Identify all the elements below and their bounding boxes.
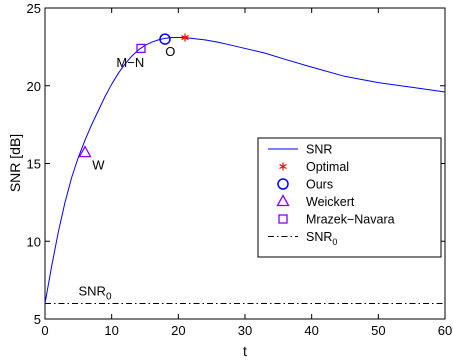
annotations: W M−N O SNR0 <box>78 44 175 302</box>
y-tick-label: 20 <box>27 79 41 94</box>
point-triangle-marker <box>78 145 92 158</box>
x-tick-label: 0 <box>41 323 48 338</box>
legend-square-icon <box>278 214 288 224</box>
point-asterisk-marker <box>181 33 189 42</box>
x-axis-label: t <box>243 343 247 359</box>
x-tick-label: 10 <box>104 323 118 338</box>
point-square-marker <box>136 43 146 54</box>
x-tick-label: 50 <box>371 323 385 338</box>
legend-label: Weickert <box>306 195 355 209</box>
annotation-label: SNR0 <box>78 284 111 303</box>
series-markers <box>78 33 189 158</box>
annotation-label: M−N <box>116 55 144 70</box>
legend-triangle-icon <box>276 194 290 207</box>
x-tick-label: 20 <box>171 323 185 338</box>
y-tick-label: 10 <box>27 234 41 249</box>
x-tick-label: 60 <box>438 323 452 338</box>
y-axis-label: SNR [dB] <box>7 134 23 192</box>
legend-label: Ours <box>306 178 333 192</box>
y-tick-label: 5 <box>34 312 41 327</box>
annotation-label: O <box>165 44 175 59</box>
y-axis-ticks: 5 10 15 20 25 <box>27 1 445 327</box>
legend: SNR Optimal Ours Weickert Mrazek−Navara SNR0 <box>257 137 442 258</box>
legend-label: Optimal <box>306 160 349 174</box>
legend-label: SNR0 <box>306 230 337 247</box>
y-tick-label: 15 <box>27 157 41 172</box>
x-axis-ticks: 0 10 20 30 40 50 60 <box>41 8 452 338</box>
legend-asterisk-icon <box>279 162 287 171</box>
legend-label: SNR <box>306 143 332 157</box>
x-tick-label: 30 <box>238 323 252 338</box>
series-lines <box>44 37 446 304</box>
annotation-label: W <box>92 158 105 173</box>
y-tick-label: 25 <box>27 1 41 16</box>
point-circle-marker <box>159 33 171 45</box>
series-line-0 <box>44 37 446 304</box>
legend-box <box>257 137 442 258</box>
legend-label: Mrazek−Navara <box>306 213 395 227</box>
legend-circle-icon <box>277 178 289 190</box>
x-tick-label: 40 <box>304 323 318 338</box>
